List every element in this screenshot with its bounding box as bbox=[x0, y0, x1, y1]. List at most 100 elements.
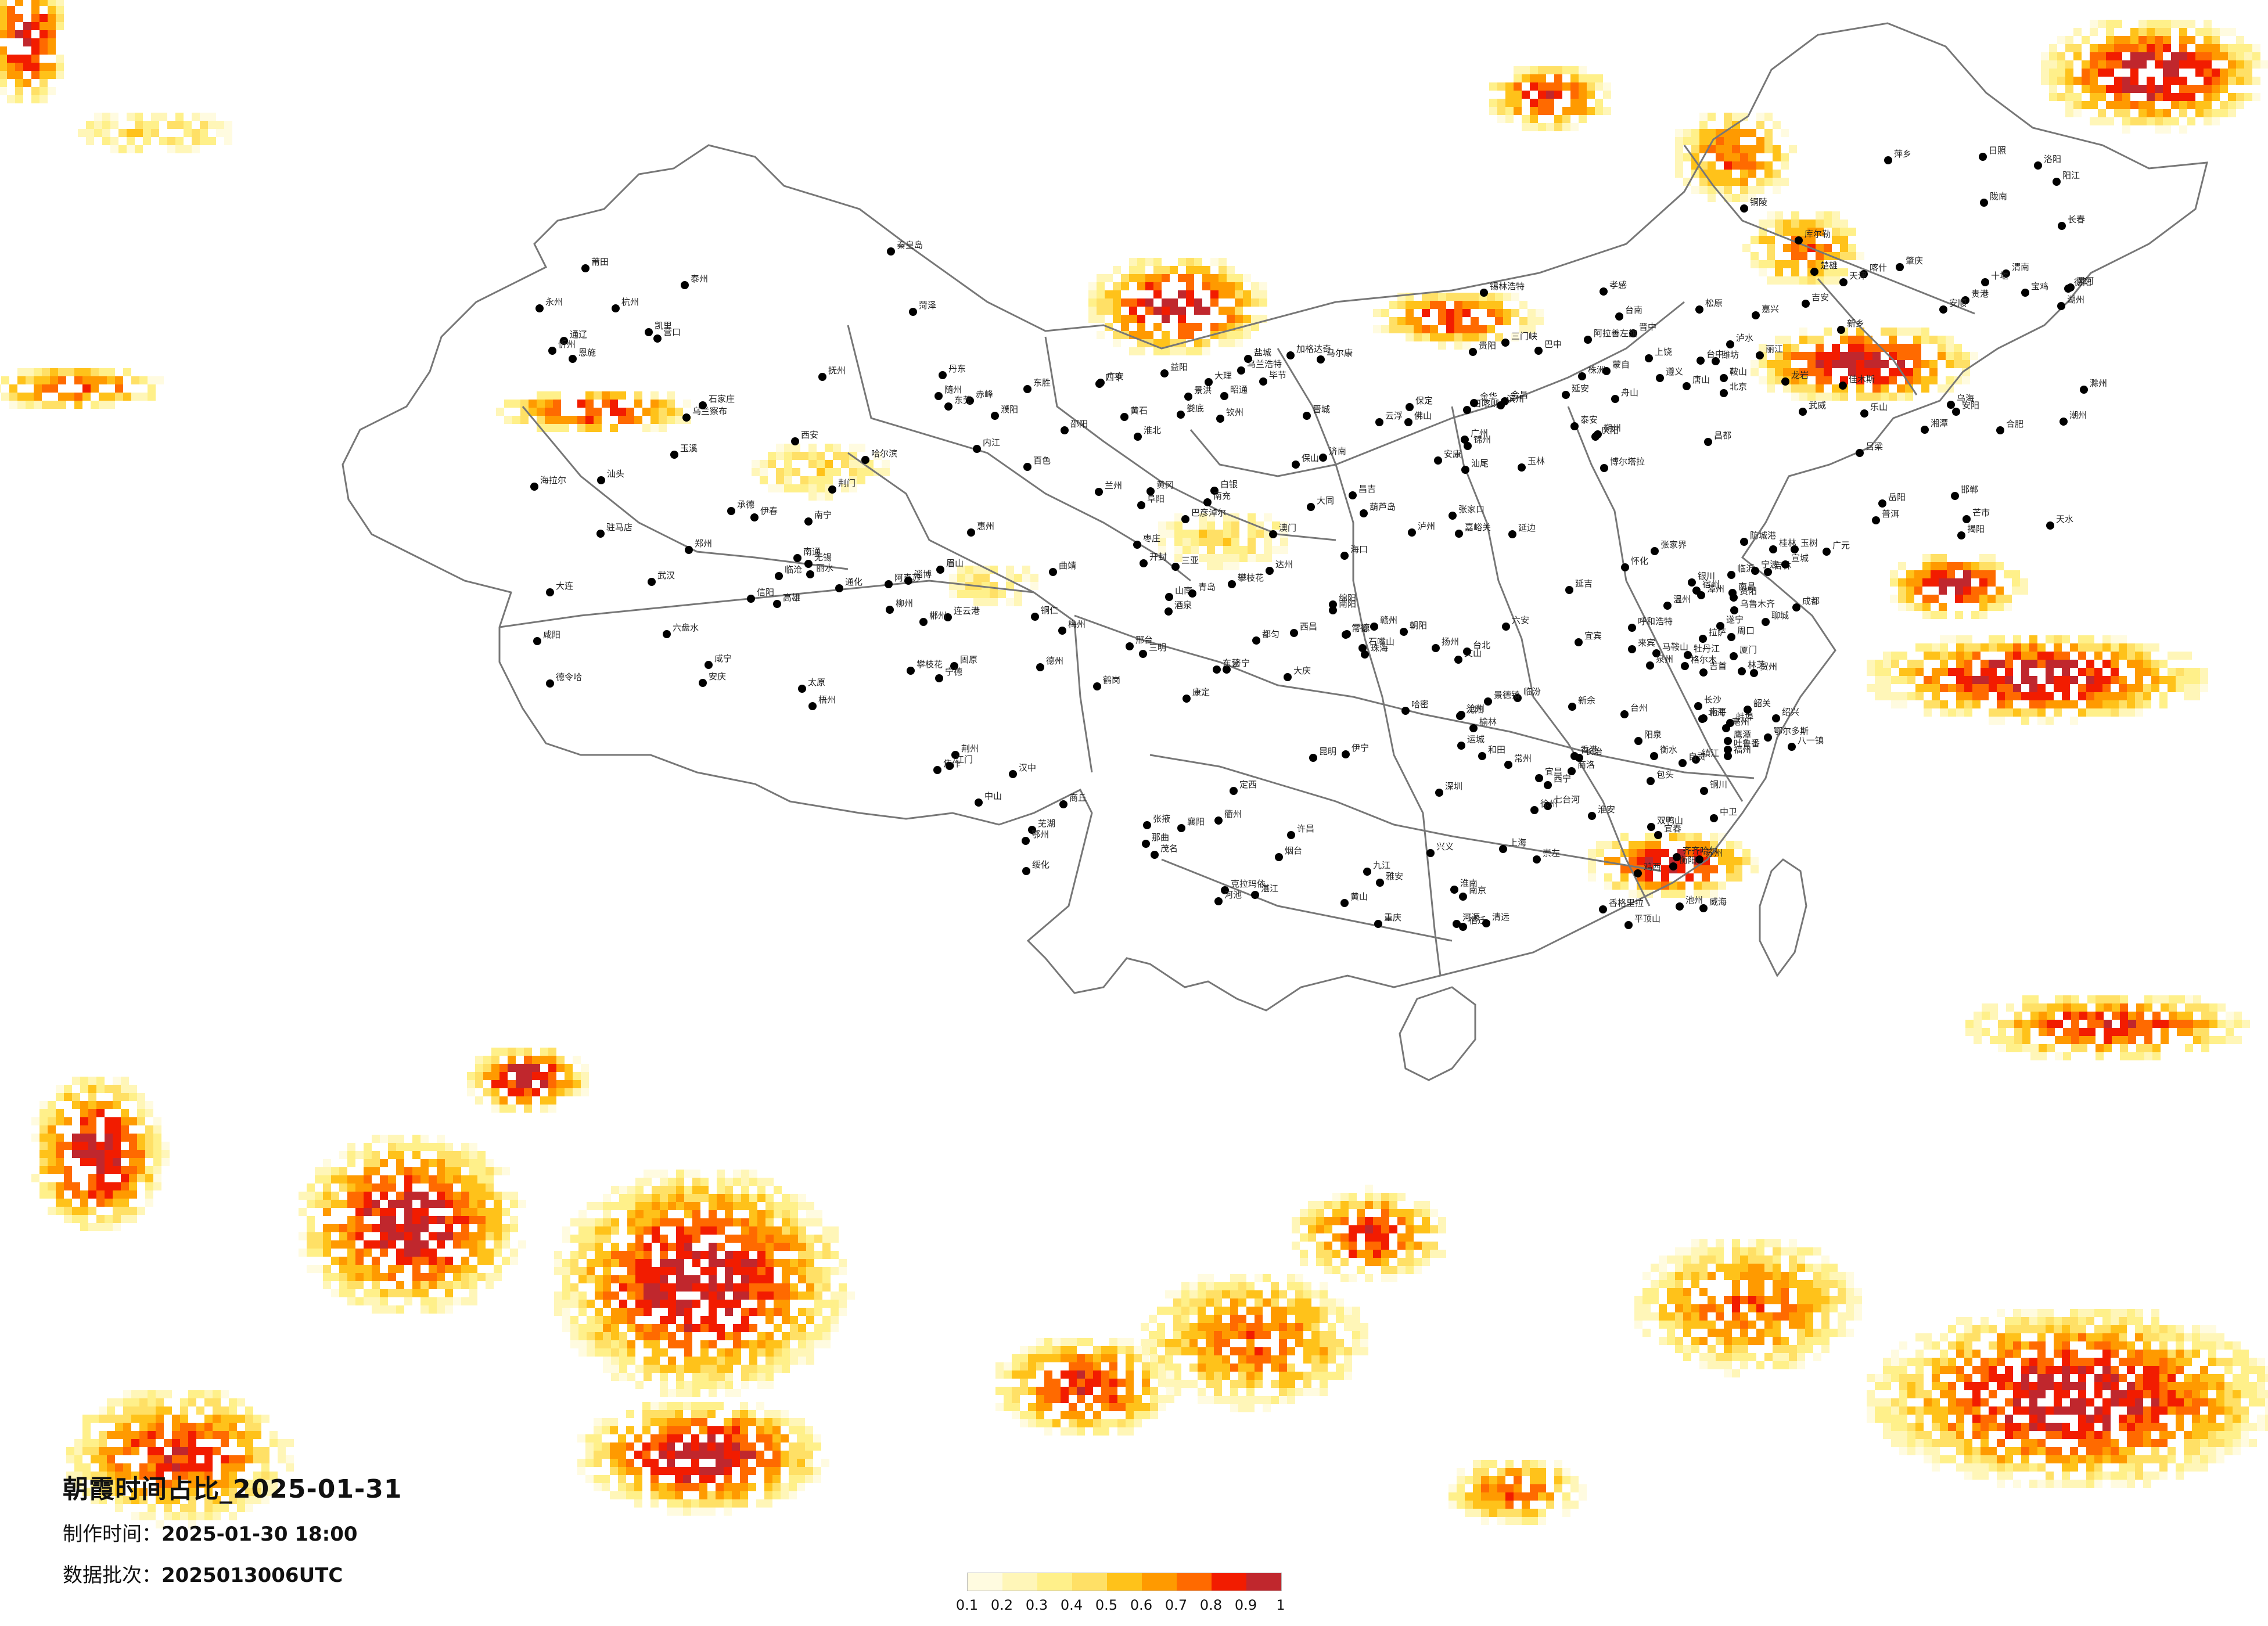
city-marker: 商洛 bbox=[1568, 760, 1595, 775]
city-label: 安顺 bbox=[1949, 298, 1967, 308]
city-marker: 岳阳 bbox=[1878, 492, 1906, 508]
city-label: 康定 bbox=[1192, 687, 1210, 697]
city-dot bbox=[1059, 800, 1067, 808]
hainan-outline bbox=[1399, 986, 1476, 1081]
city-dot bbox=[1514, 694, 1522, 702]
city-label: 防城港 bbox=[1750, 530, 1776, 541]
city-dot bbox=[535, 304, 544, 312]
city-label: 宜昌 bbox=[1545, 767, 1562, 777]
city-marker: 西宁 bbox=[1544, 774, 1571, 789]
city-label: 济南 bbox=[1329, 446, 1346, 456]
city-dot bbox=[1342, 750, 1350, 758]
legend-tick: 0.2 bbox=[990, 1597, 1013, 1613]
city-dot bbox=[1530, 806, 1539, 814]
city-marker: 承德 bbox=[727, 499, 754, 515]
city-dot bbox=[1181, 515, 1189, 523]
city-label: 河池 bbox=[1224, 890, 1242, 900]
city-dot bbox=[1463, 647, 1471, 656]
city-marker: 鄂州 bbox=[1022, 829, 1049, 845]
city-marker: 林芝 bbox=[1738, 660, 1765, 675]
city-dot bbox=[1921, 426, 1929, 434]
city-dot bbox=[1252, 636, 1260, 645]
city-label: 广元 bbox=[1832, 540, 1850, 551]
city-marker: 佳木斯 bbox=[1839, 374, 1875, 390]
city-dot bbox=[1177, 411, 1185, 419]
city-label: 抚州 bbox=[828, 365, 846, 376]
city-marker: 信阳 bbox=[747, 587, 774, 603]
city-label: 营口 bbox=[663, 327, 681, 337]
city-dot bbox=[1205, 378, 1213, 386]
city-marker: 海口 bbox=[1340, 544, 1368, 560]
city-label: 鹤岗 bbox=[1103, 675, 1120, 685]
city-marker: 宜宾 bbox=[1575, 631, 1602, 646]
city-dot bbox=[1730, 652, 1738, 660]
city-label: 徐州 bbox=[1540, 798, 1558, 809]
city-label: 鄂尔多斯 bbox=[1774, 726, 1809, 736]
city-marker: 吉首 bbox=[1699, 661, 1727, 677]
city-marker: 淮北 bbox=[1134, 425, 1161, 441]
city-marker: 湛江 bbox=[1251, 883, 1278, 899]
city-marker: 赤峰 bbox=[966, 389, 993, 405]
city-marker: 丽江 bbox=[1756, 344, 1783, 359]
city-label: 库尔勒 bbox=[1805, 229, 1831, 239]
city-label: 德阳 bbox=[2074, 277, 2091, 287]
city-label: 郑州 bbox=[695, 538, 712, 549]
city-marker: 钦州 bbox=[1216, 407, 1243, 423]
city-label: 巴彦淖尔 bbox=[1191, 508, 1226, 518]
city-marker: 德阳 bbox=[2064, 277, 2091, 293]
city-dot bbox=[1435, 789, 1443, 797]
city-dot bbox=[1319, 454, 1327, 462]
city-label: 洛阳 bbox=[2044, 154, 2061, 164]
city-marker: 咸宁 bbox=[705, 653, 732, 669]
city-dot bbox=[1292, 461, 1300, 469]
city-marker: 太原 bbox=[798, 677, 825, 693]
city-marker: 张掖 bbox=[1143, 814, 1170, 829]
city-dot bbox=[1137, 501, 1145, 509]
city-marker: 松原 bbox=[1695, 298, 1723, 314]
city-label: 蚌埠 bbox=[1736, 711, 1753, 722]
city-label: 三亚 bbox=[1181, 555, 1199, 566]
city-label: 安康 bbox=[1444, 449, 1461, 459]
city-dot bbox=[1565, 586, 1573, 594]
city-label: 玉林 bbox=[1527, 456, 1545, 466]
city-dot bbox=[1432, 644, 1440, 652]
city-dot bbox=[1363, 868, 1371, 876]
city-marker: 佛山 bbox=[1404, 411, 1432, 426]
city-dot bbox=[1290, 629, 1298, 637]
glow-probability-heatmap bbox=[0, 0, 2268, 1528]
city-label: 盐城 bbox=[1254, 347, 1271, 358]
city-marker: 东胜 bbox=[1023, 377, 1051, 393]
city-dot bbox=[1695, 305, 1703, 314]
city-label: 晋中 bbox=[1639, 322, 1656, 332]
city-dot bbox=[1951, 492, 1959, 500]
city-label: 安阳 bbox=[1962, 400, 1979, 411]
city-label: 台南 bbox=[1625, 305, 1642, 315]
city-marker: 德州 bbox=[1036, 656, 1063, 671]
city-dot bbox=[1575, 638, 1583, 646]
city-dot bbox=[1683, 382, 1691, 390]
city-marker: 日喀则 bbox=[1463, 398, 1499, 414]
city-marker: 曲靖 bbox=[1049, 560, 1076, 576]
city-label: 烟台 bbox=[1285, 846, 1302, 856]
city-marker: 濮阳 bbox=[991, 404, 1018, 420]
city-marker: 广安 bbox=[1097, 371, 1124, 387]
city-label: 百色 bbox=[1033, 455, 1051, 466]
city-marker: 三亚 bbox=[1171, 555, 1199, 571]
city-label: 阳江 bbox=[2062, 170, 2080, 181]
city-dot bbox=[1340, 552, 1349, 560]
city-label: 延安 bbox=[1572, 383, 1589, 394]
city-dot bbox=[1764, 568, 1772, 576]
city-label: 西宁 bbox=[1554, 774, 1571, 784]
city-label: 郴州 bbox=[929, 610, 947, 621]
city-dot bbox=[1307, 503, 1315, 511]
city-dot bbox=[2046, 521, 2054, 530]
city-marker: 博尔塔拉 bbox=[1600, 456, 1645, 472]
city-marker: 马尔康 bbox=[1317, 348, 1353, 364]
city-label: 绵阳 bbox=[1339, 593, 1356, 603]
city-label: 遵义 bbox=[1666, 366, 1683, 377]
city-marker: 遂宁 bbox=[1716, 614, 1744, 630]
city-marker: 景洪 bbox=[1184, 385, 1212, 401]
city-dot bbox=[1694, 702, 1702, 710]
city-marker: 芜湖 bbox=[1028, 818, 1055, 834]
city-marker: 赣州 bbox=[1370, 615, 1397, 631]
